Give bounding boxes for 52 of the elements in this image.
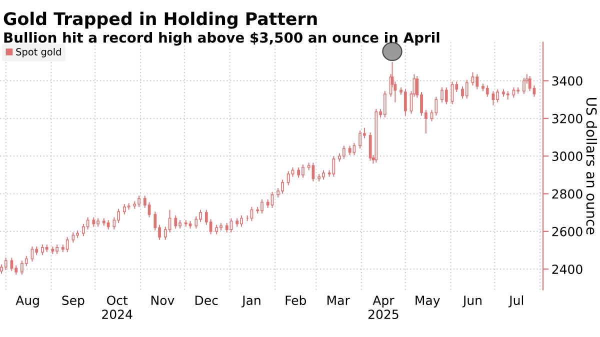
y-tick-label: 2800 (552, 189, 582, 199)
candlestick (286, 170, 290, 186)
candlestick (528, 76, 532, 92)
candlestick (72, 232, 75, 244)
candlestick (66, 236, 69, 253)
candlestick (444, 86, 448, 105)
candlestick (215, 224, 218, 235)
chart-title: Gold Trapped in Holding Pattern (4, 12, 317, 29)
x-tick-label: Aug (16, 296, 39, 308)
candlestick (194, 216, 198, 230)
y-tick-label: 3000 (552, 152, 582, 162)
x-tick-label: Jan (241, 296, 260, 308)
y-tick-label: 2600 (552, 226, 582, 236)
candlestick (4, 257, 8, 271)
candlestick (230, 218, 233, 233)
candlestick (522, 77, 526, 94)
x-tick-label: Jun (462, 296, 482, 308)
candlestick (492, 90, 495, 106)
y-tick-label: 3400 (552, 76, 582, 86)
candlestick (404, 88, 407, 116)
candlestick (486, 84, 489, 98)
legend-label: Spot gold (16, 48, 61, 58)
y-tick-label: 2400 (552, 264, 582, 274)
x-tick-label: May (416, 296, 440, 308)
candlestick (471, 72, 474, 86)
candlestick (122, 204, 126, 215)
x-tick-label: Jul (508, 295, 524, 308)
x-tick-label: Mar (328, 296, 350, 306)
candlestick (297, 166, 300, 178)
x-tick-label: Dec (196, 296, 218, 306)
x-tick-label: Nov (151, 296, 174, 306)
candlestick (148, 202, 151, 218)
candlestick (225, 222, 228, 233)
candlestick (106, 220, 110, 230)
y-axis-title: US dollars an ounce (586, 98, 598, 234)
chart-subtitle: Bullion hit a record high above $3,500 an ounce in April (4, 32, 440, 46)
x-tick-label: Oct 2024 (102, 296, 132, 320)
candlestick (92, 216, 96, 228)
candlestick (10, 257, 14, 272)
candlestick (348, 145, 352, 156)
candlestick (512, 86, 516, 98)
y-tick-label: 3200 (552, 114, 582, 124)
candlestick (434, 96, 438, 116)
x-tick-label: Feb (286, 295, 306, 306)
candlestick (86, 216, 90, 230)
candlestick (174, 214, 178, 230)
candlestick (476, 74, 479, 90)
candlestick (383, 90, 386, 118)
candlestick (465, 79, 468, 100)
x-tick-label: Sep (62, 296, 84, 308)
candlestick (496, 88, 500, 103)
x-tick-label: Apr 2025 (368, 296, 398, 320)
